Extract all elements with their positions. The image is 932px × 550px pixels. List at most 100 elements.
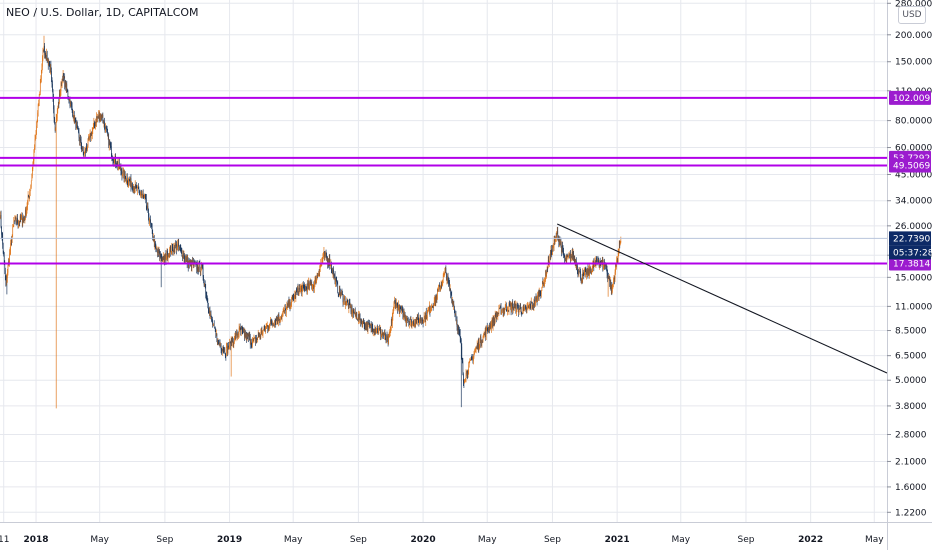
candle-body xyxy=(231,338,232,346)
candle-body xyxy=(340,294,342,296)
candle-body xyxy=(336,279,337,283)
candle-body xyxy=(209,310,211,316)
candle-body xyxy=(63,73,64,78)
candle-body xyxy=(223,348,225,352)
candle-body xyxy=(374,328,376,333)
candle-body xyxy=(233,342,235,345)
candle-body xyxy=(448,280,449,283)
price-tick-label: 280.0000 xyxy=(895,0,932,9)
candle-body xyxy=(449,283,450,290)
candle-body xyxy=(53,98,54,110)
candle-body xyxy=(197,270,199,271)
candle-body xyxy=(613,277,615,282)
candle-body xyxy=(460,337,462,341)
horizontal-levels[interactable] xyxy=(0,96,887,265)
candle-body xyxy=(570,253,571,261)
candle-body xyxy=(465,372,467,380)
candle-body xyxy=(584,270,586,272)
candle-body xyxy=(618,249,620,253)
candle-body xyxy=(508,303,510,312)
candle-body xyxy=(433,305,434,308)
candle-body xyxy=(463,373,464,382)
candle-body xyxy=(137,187,139,188)
candle-body xyxy=(71,103,72,106)
candle-body xyxy=(330,265,331,266)
candle-body xyxy=(25,209,27,215)
candle-body xyxy=(75,118,77,129)
candle-body xyxy=(364,323,366,329)
candle-body xyxy=(256,338,258,340)
candle-body xyxy=(552,245,554,248)
candle-body xyxy=(469,360,471,362)
currency-button[interactable]: USD xyxy=(898,6,926,24)
candle-body xyxy=(76,122,77,129)
candle-body xyxy=(504,307,506,310)
candle-body xyxy=(246,333,248,340)
candle-body xyxy=(325,252,327,257)
candle-body xyxy=(588,268,590,275)
candle-body xyxy=(554,239,555,241)
candle-body xyxy=(332,269,334,274)
candle-body xyxy=(195,262,197,263)
price-tick-label: 15.0000 xyxy=(895,273,932,283)
candle-body xyxy=(229,342,231,343)
candle-body xyxy=(174,244,176,253)
candle-body xyxy=(51,77,53,85)
candle-body xyxy=(578,272,579,274)
candle-body xyxy=(120,166,122,171)
candle-body xyxy=(251,342,252,344)
candle-body xyxy=(467,373,468,375)
candle-body xyxy=(431,306,433,308)
candle-body xyxy=(581,277,582,282)
candle-body xyxy=(476,344,478,348)
candle-body xyxy=(155,241,156,246)
candle-body xyxy=(67,89,68,91)
time-tick-label: Sep xyxy=(737,535,754,545)
candle-body xyxy=(228,347,230,350)
candle-body xyxy=(176,247,178,250)
candle-body xyxy=(497,314,498,317)
candle-body xyxy=(573,252,574,259)
candle-body xyxy=(35,130,37,136)
candle-body xyxy=(219,343,220,345)
candle-body xyxy=(473,356,474,361)
candle-body xyxy=(596,260,598,262)
candle-body xyxy=(28,195,29,197)
candle-body xyxy=(59,93,61,97)
candle-body xyxy=(90,132,92,139)
candle-body xyxy=(342,294,343,295)
candle-body xyxy=(405,318,407,322)
candle-body xyxy=(272,323,274,326)
price-tick-label: 1.2200 xyxy=(895,508,927,518)
candle-body xyxy=(16,218,18,224)
time-axis[interactable]: 11 2018 May Sep 2019 May Sep 2020 May Sep 2021 May S… xyxy=(0,522,932,546)
candle-body xyxy=(410,319,412,320)
candle-body xyxy=(156,249,157,250)
candle-body xyxy=(23,218,25,220)
price-axis[interactable]: 280.0000200.0000150.0000110.000080.00006… xyxy=(887,0,932,550)
candle-body xyxy=(167,256,169,259)
candle-body xyxy=(559,240,560,244)
candle-body xyxy=(493,317,494,323)
candle-body xyxy=(442,274,444,280)
candle-body xyxy=(545,270,547,277)
candle-body xyxy=(318,273,319,275)
candle-body xyxy=(146,206,148,209)
candle-body xyxy=(607,273,608,278)
trendline[interactable] xyxy=(556,223,888,374)
candle-body xyxy=(600,260,602,264)
candle-body xyxy=(499,306,501,309)
candle-body xyxy=(319,269,321,274)
candle-body xyxy=(507,310,508,312)
candle-body xyxy=(200,270,202,272)
candle-body xyxy=(0,215,2,228)
candle-body xyxy=(14,218,16,222)
candle-body xyxy=(407,320,409,322)
candle-body xyxy=(215,331,217,335)
candle-body xyxy=(153,237,155,247)
candle-body xyxy=(228,345,229,350)
candle-body xyxy=(55,118,57,128)
candle-body xyxy=(206,295,208,297)
